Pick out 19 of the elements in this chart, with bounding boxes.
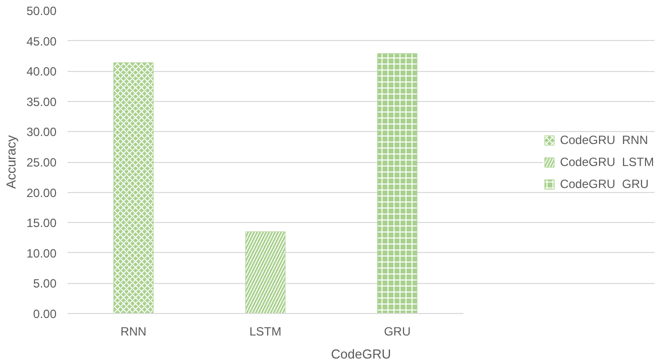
y-axis-title: Accuracy [3,134,18,189]
legend-label: CodeGRU GRU [560,176,649,190]
y-tick-label: 30.00 [26,125,57,140]
y-tick-label: 5.00 [33,276,57,291]
legend-label: CodeGRU RNN [560,132,648,146]
x-axis-title: CodeGRU [331,346,391,362]
x-tick-label: RNN [120,324,146,338]
y-tick-label: 15.00 [26,216,57,230]
y-tick-label: 20.00 [26,186,57,200]
x-tick-label: LSTM [249,324,282,338]
y-tick-label: 40.00 [26,64,57,79]
legend-label: CodeGRU LSTM [560,154,654,168]
y-tick-label: 50.00 [26,4,57,18]
y-tick-label: 10.00 [26,246,57,260]
y-tick-label: 25.00 [26,156,57,170]
x-tick-label: GRU [384,324,411,338]
y-tick-label: 35.00 [26,94,57,109]
y-tick-label: 45.00 [26,34,57,48]
y-tick-label: 0.00 [33,307,57,321]
